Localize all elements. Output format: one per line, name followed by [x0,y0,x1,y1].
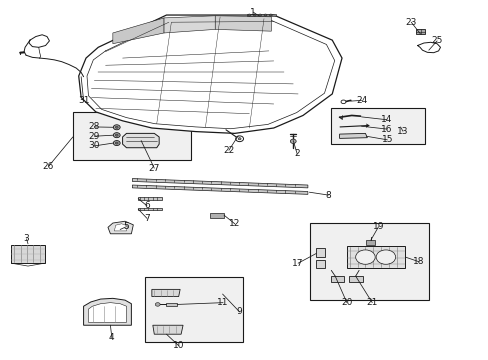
Text: 2: 2 [294,149,299,158]
Polygon shape [83,298,131,325]
Polygon shape [163,16,215,33]
Text: 5: 5 [123,222,129,231]
Polygon shape [366,240,374,244]
Polygon shape [132,179,307,188]
Polygon shape [138,197,161,200]
Text: 19: 19 [372,222,384,231]
Text: 20: 20 [341,298,352,307]
Circle shape [247,14,250,16]
Bar [73,112,190,160]
Text: 24: 24 [355,96,366,105]
Text: 22: 22 [223,146,234,155]
Polygon shape [346,246,405,268]
Circle shape [375,250,395,264]
Polygon shape [316,260,325,268]
Text: 12: 12 [228,219,240,228]
Circle shape [355,250,374,264]
Text: 11: 11 [217,298,228,307]
Text: 13: 13 [396,127,408,136]
Text: 7: 7 [144,214,149,223]
Text: 25: 25 [430,36,442,45]
Circle shape [258,14,261,16]
Text: 27: 27 [148,164,160,173]
Text: 15: 15 [381,135,392,144]
Polygon shape [152,289,180,297]
Circle shape [113,140,120,145]
Polygon shape [153,325,183,334]
Circle shape [115,126,118,129]
Text: 3: 3 [23,234,29,243]
Text: 16: 16 [380,125,392,134]
Bar [246,14,276,17]
Polygon shape [108,221,133,234]
Polygon shape [11,244,44,263]
Circle shape [115,134,118,136]
Text: 4: 4 [109,333,115,342]
Circle shape [253,14,256,16]
Circle shape [155,303,160,306]
Text: 29: 29 [88,132,100,141]
Circle shape [290,139,296,143]
Circle shape [340,100,345,104]
Text: 26: 26 [43,162,54,171]
Text: 14: 14 [381,115,392,124]
Polygon shape [330,276,344,282]
Polygon shape [138,208,161,211]
Circle shape [238,138,241,140]
Polygon shape [113,18,163,44]
Bar [415,30,424,35]
Polygon shape [339,134,366,138]
Polygon shape [215,16,271,31]
Polygon shape [348,276,362,282]
Bar [330,108,424,144]
Circle shape [264,14,266,16]
Circle shape [269,14,272,16]
Text: 31: 31 [78,96,89,105]
Bar [310,223,428,300]
Text: 21: 21 [366,298,377,307]
Text: 23: 23 [405,18,416,27]
Text: 17: 17 [292,259,303,268]
Text: 8: 8 [325,190,330,199]
Text: 10: 10 [173,341,184,350]
Polygon shape [166,303,177,306]
Text: 18: 18 [412,257,424,266]
Polygon shape [79,15,341,134]
Circle shape [115,142,118,144]
Polygon shape [88,303,126,322]
Polygon shape [122,134,159,148]
Polygon shape [210,213,224,218]
Text: 9: 9 [236,307,242,316]
Polygon shape [132,185,307,194]
Circle shape [113,133,120,138]
Circle shape [113,125,120,130]
Text: 28: 28 [88,122,100,131]
Text: 30: 30 [88,141,100,150]
Polygon shape [114,224,127,231]
Text: 6: 6 [144,201,149,210]
Polygon shape [316,248,325,257]
Circle shape [235,136,243,141]
Text: 1: 1 [250,8,256,17]
Bar [144,277,243,342]
